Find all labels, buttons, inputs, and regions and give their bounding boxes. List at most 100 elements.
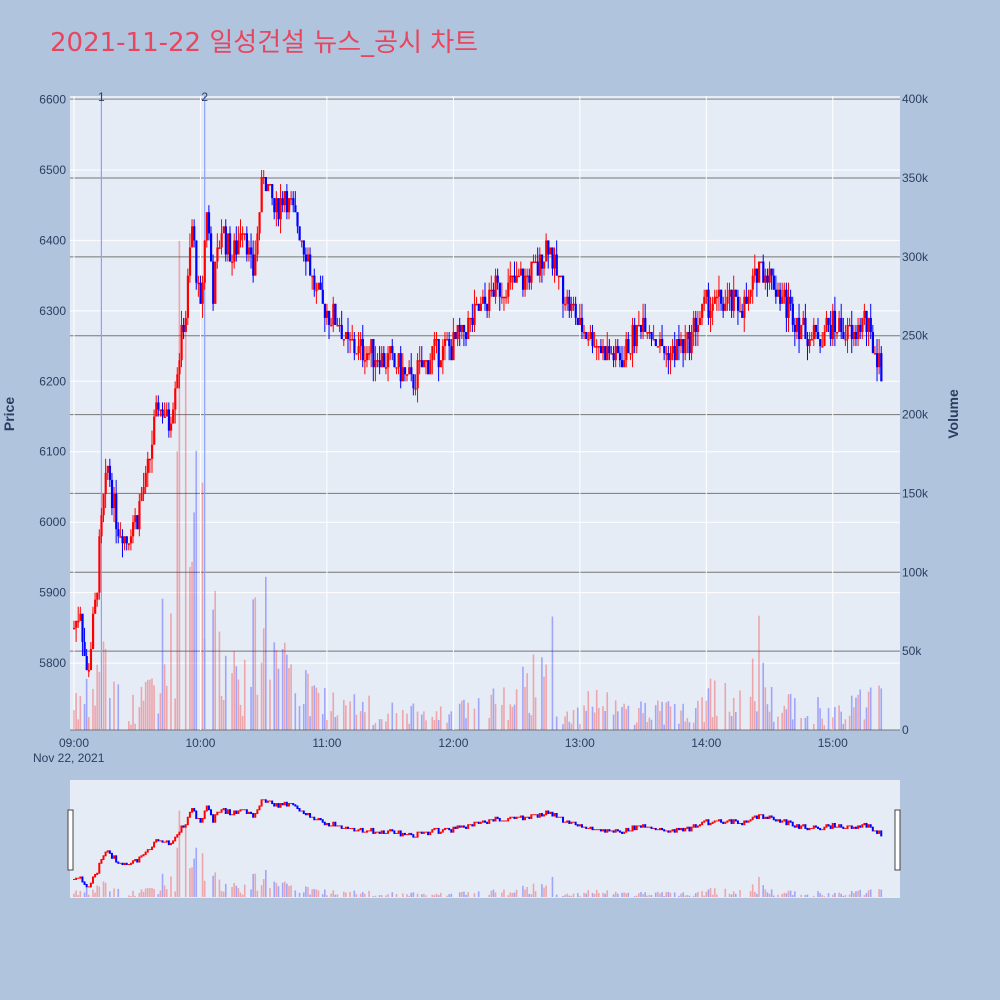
time-tick-label: 09:00 xyxy=(59,736,89,750)
candle-body xyxy=(362,339,364,360)
candle-body xyxy=(246,233,248,254)
candle-body xyxy=(149,459,151,461)
candle-body xyxy=(819,339,821,346)
volume-bar xyxy=(223,700,225,730)
candle-body xyxy=(309,255,311,276)
mini-volume-bar xyxy=(786,893,788,897)
candle-body xyxy=(480,304,482,311)
mini-volume-bar xyxy=(307,887,309,897)
candle-body xyxy=(292,198,294,205)
candle-body xyxy=(878,353,880,367)
mini-volume-bar xyxy=(105,883,107,897)
candle-body xyxy=(322,290,324,304)
candle-body xyxy=(680,339,682,346)
volume-bar xyxy=(360,711,362,730)
volume-bar xyxy=(195,451,197,730)
candle-body xyxy=(627,339,629,353)
mini-volume-bar xyxy=(128,895,130,897)
candle-body xyxy=(842,332,844,339)
volume-bar xyxy=(244,660,246,730)
candle-body xyxy=(794,325,796,332)
mini-volume-bar xyxy=(406,894,408,897)
volume-bar xyxy=(615,700,617,730)
volume-bar xyxy=(219,632,221,730)
volume-bar xyxy=(773,722,775,730)
mini-volume-bar xyxy=(223,892,225,897)
volume-bar xyxy=(495,704,497,730)
volume-bar xyxy=(337,715,339,730)
mini-volume-bar xyxy=(615,892,617,897)
volume-bar xyxy=(438,720,440,730)
volume-bar xyxy=(103,642,105,730)
candle-body xyxy=(484,297,486,304)
range-slider-handle-right[interactable] xyxy=(895,810,900,870)
candle-body xyxy=(499,283,501,297)
candle-body xyxy=(183,325,185,332)
mini-volume-bar xyxy=(132,891,134,897)
volume-bar xyxy=(362,702,364,730)
mini-volume-bar xyxy=(752,884,754,897)
volume-bar xyxy=(855,698,857,730)
candle-body xyxy=(602,346,604,353)
volume-bar xyxy=(86,679,88,730)
candle-body xyxy=(838,318,840,332)
candle-body xyxy=(393,353,395,367)
candle-body xyxy=(516,276,518,283)
candle-body xyxy=(745,297,747,304)
candle-body xyxy=(143,487,145,494)
volume-bar xyxy=(233,651,235,730)
mini-volume-bar xyxy=(402,893,404,897)
candle-body xyxy=(353,339,355,353)
y2-axis-title: Volume xyxy=(945,389,961,439)
candle-body xyxy=(541,255,543,269)
candle-body xyxy=(351,339,353,341)
mini-volume-bar xyxy=(880,890,882,897)
range-slider-handle-left[interactable] xyxy=(68,810,73,870)
candle-body xyxy=(701,304,703,318)
price-tick-label: 5800 xyxy=(39,656,66,670)
mini-volume-bar xyxy=(777,895,779,897)
volume-bar xyxy=(642,713,644,730)
candle-body xyxy=(840,318,842,332)
mini-volume-bar xyxy=(735,894,737,897)
volume-bar xyxy=(640,701,642,730)
candle-body xyxy=(828,318,830,325)
candle-body xyxy=(216,247,218,261)
mini-volume-bar xyxy=(659,894,661,897)
candle-body xyxy=(648,332,650,334)
candle-body xyxy=(659,339,661,346)
candle-body xyxy=(170,424,172,431)
candle-body xyxy=(326,311,328,318)
volume-bar xyxy=(621,707,623,730)
candle-body xyxy=(792,304,794,325)
volume-bar xyxy=(750,697,752,730)
candle-body xyxy=(206,212,208,240)
volume-bar xyxy=(880,688,882,730)
mini-volume-bar xyxy=(573,893,575,897)
candle-body xyxy=(874,353,876,355)
volume-bar xyxy=(583,705,585,730)
candle-body xyxy=(851,325,853,339)
mini-volume-bar xyxy=(765,889,767,897)
mini-volume-bar xyxy=(375,896,377,897)
candle-body xyxy=(341,325,343,339)
volume-bar xyxy=(754,701,756,730)
candle-body xyxy=(81,614,83,642)
volume-bar xyxy=(202,483,204,730)
candle-body xyxy=(147,459,149,473)
mini-volume-bar xyxy=(436,894,438,897)
volume-bar xyxy=(777,717,779,730)
mini-volume-bar xyxy=(838,893,840,897)
candle-body xyxy=(815,325,817,332)
candle-body xyxy=(758,262,760,283)
candle-body xyxy=(467,318,469,339)
candle-body xyxy=(712,304,714,311)
candle-body xyxy=(345,332,347,339)
volume-bar xyxy=(714,681,716,730)
candle-body xyxy=(185,318,187,332)
mini-volume-bar xyxy=(606,890,608,897)
mini-volume-bar xyxy=(316,890,318,897)
candle-body xyxy=(414,388,416,390)
volume-bar xyxy=(335,717,337,730)
candle-body xyxy=(754,269,756,276)
